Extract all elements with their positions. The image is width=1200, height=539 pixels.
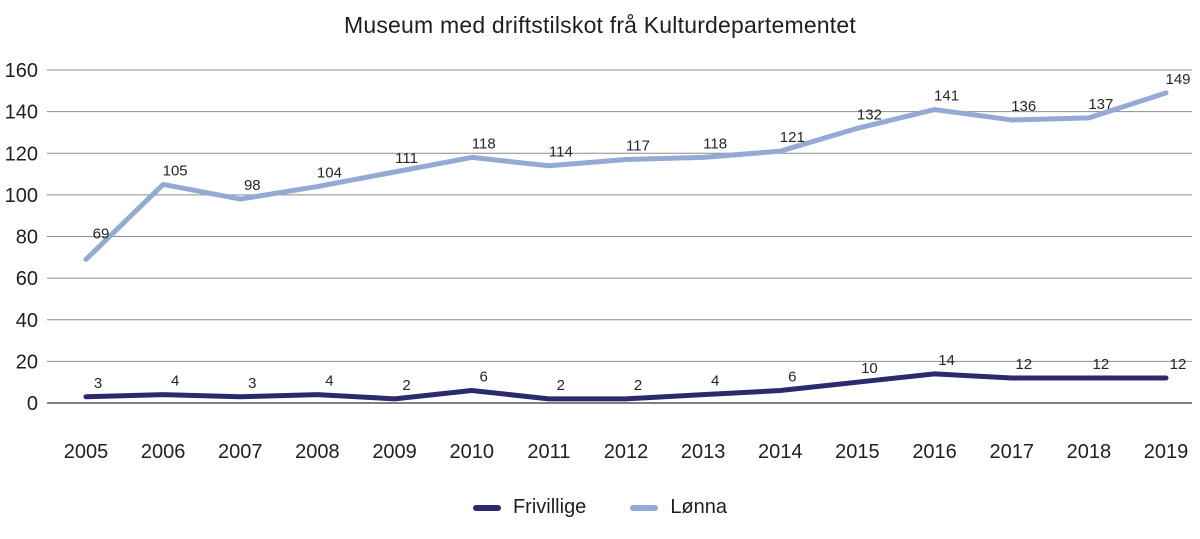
legend-swatch-frivillige [472, 504, 501, 511]
data-label: 14 [938, 352, 955, 369]
y-tick-label: 160 [5, 60, 38, 82]
data-label: 104 [317, 165, 342, 182]
data-label: 12 [1015, 356, 1032, 373]
legend-item-frivillige: Frivillige [472, 496, 587, 519]
y-tick-label: 140 [5, 102, 38, 124]
data-label: 118 [472, 135, 496, 152]
data-label: 137 [1088, 96, 1113, 113]
y-tick-label: 80 [16, 227, 38, 249]
data-label: 117 [626, 137, 650, 154]
data-label: 12 [1093, 356, 1110, 373]
data-label: 12 [1170, 356, 1187, 373]
data-label: 2 [557, 377, 565, 394]
x-tick-label: 2014 [758, 441, 803, 463]
data-label: 6 [788, 369, 796, 386]
data-label: 2 [634, 377, 642, 394]
x-tick-label: 2018 [1067, 441, 1112, 463]
data-label: 132 [857, 106, 882, 123]
data-label: 2 [402, 377, 410, 394]
plot-area: 0 20 40 60 80 100 120 140 160 2005 2006 2007 2008 200… [5, 60, 1192, 463]
x-tick-label: 2017 [989, 441, 1034, 463]
data-label: 3 [248, 375, 256, 392]
x-tick-label: 2005 [64, 441, 109, 463]
series-line-frivillige [83, 371, 1169, 402]
x-tick-label: 2008 [295, 441, 340, 463]
x-tick-label: 2010 [449, 441, 494, 463]
legend-label-lonna: Lønna [670, 496, 728, 518]
x-tick-label: 2011 [527, 441, 570, 463]
x-tick-label: 2006 [141, 441, 186, 463]
x-tick-label: 2019 [1144, 441, 1189, 463]
data-label: 105 [163, 162, 188, 179]
y-tick-label: 120 [5, 143, 38, 165]
data-label: 4 [171, 373, 179, 390]
legend-item-lonna: Lønna [630, 496, 727, 519]
x-tick-label: 2016 [912, 441, 957, 463]
data-label: 149 [1165, 71, 1190, 88]
y-tick-label: 100 [5, 185, 38, 207]
data-label: 114 [549, 144, 573, 161]
data-label: 121 [780, 129, 805, 146]
legend: Frivillige Lønna [0, 496, 1200, 519]
legend-swatch-lonna [630, 504, 659, 511]
data-label: 3 [94, 375, 102, 392]
x-tick-label: 2009 [372, 441, 417, 463]
series-line-lnna [83, 90, 1169, 262]
x-tick-label: 2013 [681, 441, 726, 463]
data-label: 4 [325, 373, 333, 390]
data-label: 10 [861, 360, 878, 377]
x-tick-label: 2012 [604, 441, 649, 463]
data-label: 6 [480, 369, 488, 386]
x-tick-label: 2015 [835, 441, 880, 463]
y-tick-label: 20 [16, 351, 38, 373]
x-tick-label: 2007 [218, 441, 263, 463]
data-label: 118 [703, 135, 727, 152]
data-label: 98 [244, 177, 261, 194]
chart-title: Museum med driftstilskot frå Kulturdepar… [344, 12, 856, 38]
y-tick-label: 0 [27, 393, 38, 415]
data-label: 136 [1011, 98, 1036, 115]
data-label: 69 [93, 225, 110, 242]
data-label: 141 [934, 88, 959, 105]
y-tick-label: 40 [16, 310, 38, 332]
data-label: 4 [711, 373, 719, 390]
y-tick-label: 60 [16, 268, 38, 290]
legend-label-frivillige: Frivillige [512, 496, 587, 518]
data-label: 111 [395, 150, 418, 167]
